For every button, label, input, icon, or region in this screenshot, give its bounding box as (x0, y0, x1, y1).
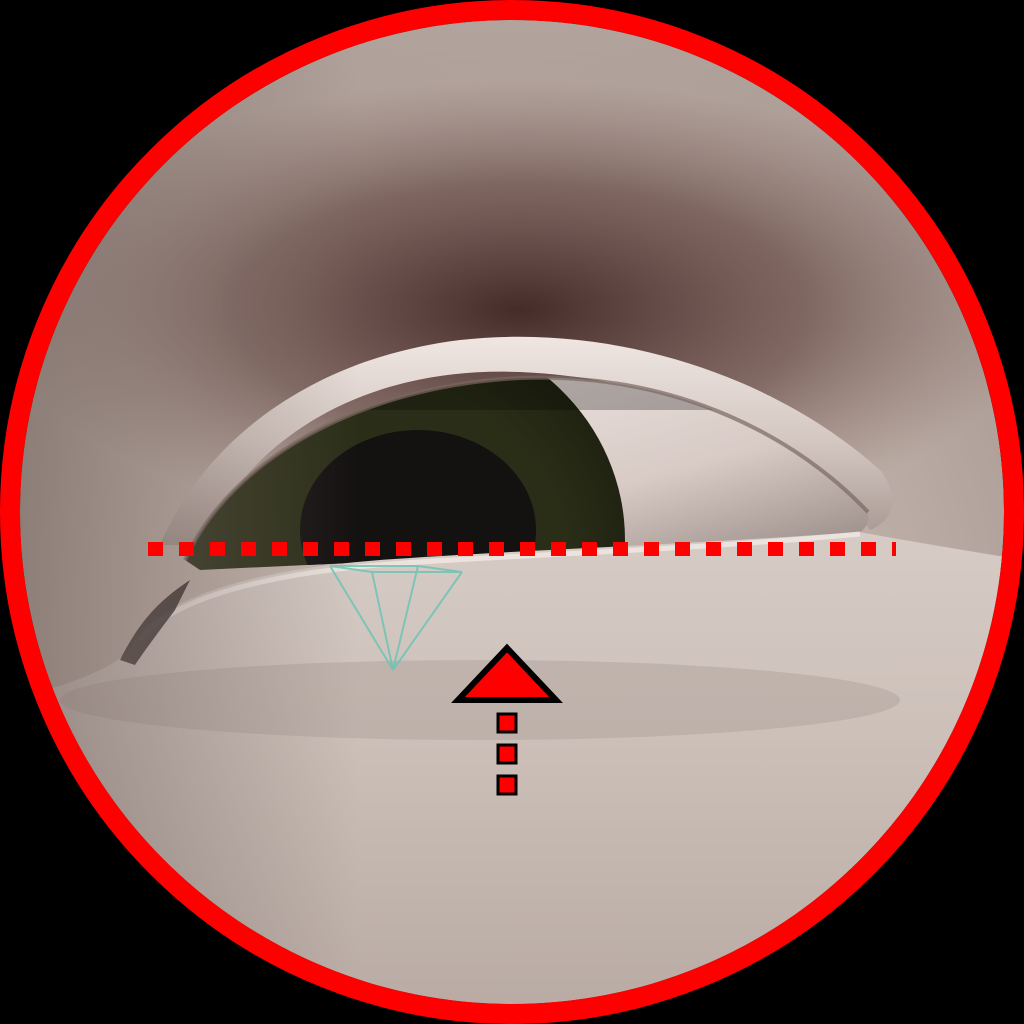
up-arrow (451, 643, 563, 796)
arrow-tail-dot (496, 743, 518, 765)
arrow-head (451, 643, 563, 703)
arrow-tail-dot (496, 712, 518, 734)
arrow-tail-dot (496, 774, 518, 796)
camera-gizmo (329, 565, 463, 671)
